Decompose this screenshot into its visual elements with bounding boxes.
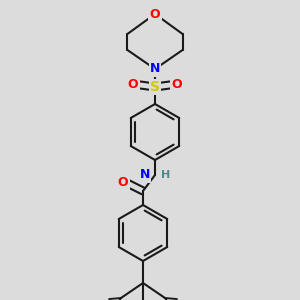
- Text: S: S: [150, 80, 160, 94]
- Text: H: H: [161, 170, 170, 180]
- Text: O: O: [172, 77, 182, 91]
- Text: N: N: [150, 62, 160, 76]
- Text: N: N: [140, 169, 150, 182]
- Text: O: O: [118, 176, 128, 190]
- Text: O: O: [150, 8, 160, 20]
- Text: O: O: [128, 77, 138, 91]
